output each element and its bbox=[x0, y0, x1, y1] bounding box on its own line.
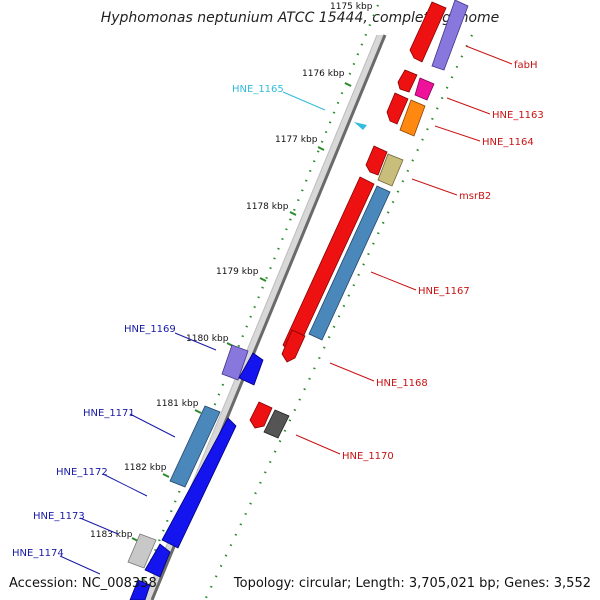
gene-label-HNE_1170: HNE_1170 bbox=[342, 451, 394, 462]
gene-label-HNE_1173: HNE_1173 bbox=[33, 511, 85, 522]
map-title: Hyphomonas neptunium ATCC 15444, complet… bbox=[101, 10, 500, 26]
outer-track bbox=[204, 34, 473, 600]
tick-label-1178: 1178 kbp bbox=[246, 202, 289, 212]
gene-label-HNE_1174: HNE_1174 bbox=[12, 548, 64, 559]
tick-label-1179: 1179 kbp bbox=[216, 267, 259, 277]
gene-label-HNE_1163: HNE_1163 bbox=[492, 110, 544, 121]
gene-label-HNE_1172: HNE_1172 bbox=[56, 467, 108, 478]
gene-label-HNE_1167: HNE_1167 bbox=[418, 286, 470, 297]
forward-strand-genes bbox=[249, 0, 469, 439]
gene-label-msrB2: msrB2 bbox=[459, 191, 491, 202]
tick-label-1183: 1183 kbp bbox=[90, 530, 133, 540]
gene-label-HNE_1169: HNE_1169 bbox=[124, 324, 176, 335]
tick-label-1182: 1182 kbp bbox=[124, 463, 167, 473]
genome-summary-text: Topology: circular; Length: 3,705,021 bp… bbox=[233, 576, 591, 591]
gene-labels: fabH HNE_1163 HNE_1164 HNE_1165 msrB2 HN… bbox=[12, 60, 544, 559]
tick-label-1181: 1181 kbp bbox=[156, 399, 199, 409]
gene-label-HNE_1168: HNE_1168 bbox=[376, 378, 428, 389]
tick-label-1175: 1175 kbp bbox=[330, 2, 373, 12]
tick-label-1177: 1177 kbp bbox=[275, 135, 318, 145]
reverse-strand-genes bbox=[127, 344, 264, 600]
gene-label-HNE_1171: HNE_1171 bbox=[83, 408, 135, 419]
scale-track bbox=[133, 4, 380, 600]
gene-label-fabH: fabH bbox=[514, 60, 538, 71]
tick-label-1176: 1176 kbp bbox=[302, 69, 345, 79]
tick-label-1180: 1180 kbp bbox=[186, 334, 229, 344]
kbp-ticks: 1175 kbp 1176 kbp 1177 kbp 1178 kbp 1179… bbox=[90, 2, 373, 542]
accession-text: Accession: NC_008358 bbox=[9, 576, 157, 591]
gene-label-HNE_1164: HNE_1164 bbox=[482, 137, 534, 148]
gene-label-HNE_1165: HNE_1165 bbox=[232, 84, 284, 95]
leader-lines bbox=[59, 45, 513, 575]
